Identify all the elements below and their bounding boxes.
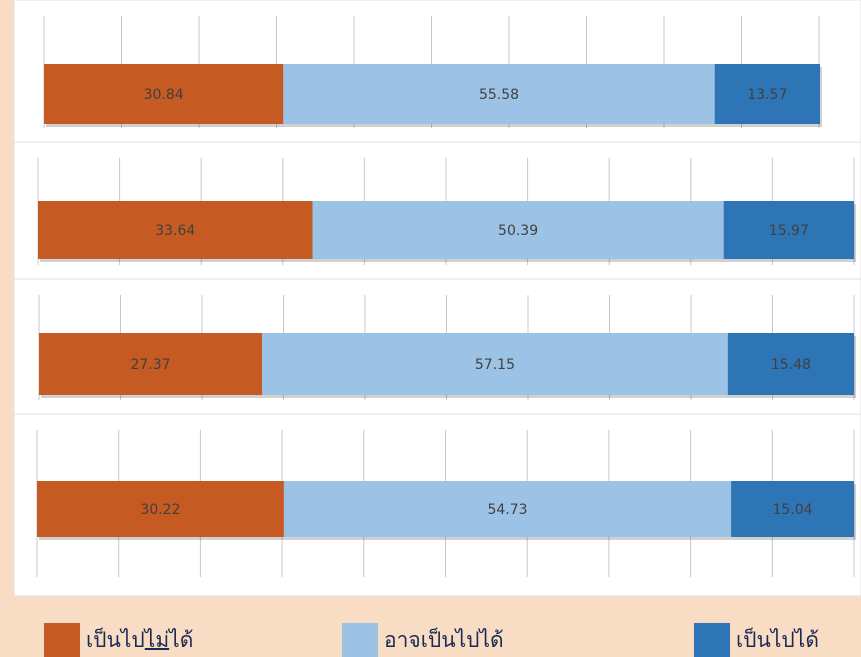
data-label-1-3: 13.57 <box>747 87 787 103</box>
data-label-3-1: 27.37 <box>130 357 170 373</box>
legend-swatch-maybe-possible <box>342 623 378 657</box>
legend-swatch-possible <box>694 623 730 657</box>
bar-segment-4-3 <box>731 481 854 537</box>
bar-segment-2-3 <box>723 201 854 259</box>
data-label-4-2: 54.73 <box>487 502 527 518</box>
bar-segment-4-2 <box>283 481 732 537</box>
data-label-2-2: 50.39 <box>498 223 538 239</box>
data-label-4-3: 15.04 <box>773 502 813 518</box>
bar-segment-1-1 <box>44 64 284 124</box>
bar-segment-4-1 <box>37 481 284 537</box>
bar-segment-3-2 <box>262 333 728 395</box>
data-label-3-2: 57.15 <box>475 357 515 373</box>
data-label-4-1: 30.22 <box>140 502 180 518</box>
bar-segment-2-1 <box>38 201 313 259</box>
legend-item-maybe-possible: อาจเป็นไปได้ <box>342 623 504 657</box>
bar-segment-3-1 <box>39 333 263 395</box>
legend-label-maybe-possible: อาจเป็นไปได้ <box>384 628 504 652</box>
bar-segment-1-3 <box>714 64 820 124</box>
legend-item-possible: เป็นไปได้ <box>694 623 819 657</box>
data-label-2-1: 33.64 <box>155 223 195 239</box>
data-label-3-3: 15.48 <box>771 357 811 373</box>
bar-segment-1-2 <box>283 64 715 124</box>
legend-label-impossible: เป็นไปไม่ได้ <box>86 628 194 652</box>
legend-swatch-impossible <box>44 623 80 657</box>
data-label-1-1: 30.84 <box>144 87 184 103</box>
stacked-bar-chart: 30.84 55.58 13.57 33.64 50.39 15.97 27.37 57.15… <box>13 0 861 597</box>
data-label-1-2: 55.58 <box>479 87 519 103</box>
bar-segment-2-2 <box>312 201 724 259</box>
legend-label-possible: เป็นไปได้ <box>736 628 819 652</box>
legend-item-impossible: เป็นไปไม่ได้ <box>44 623 193 657</box>
bar-segment-3-3 <box>727 333 854 395</box>
data-label-2-3: 15.97 <box>769 223 809 239</box>
